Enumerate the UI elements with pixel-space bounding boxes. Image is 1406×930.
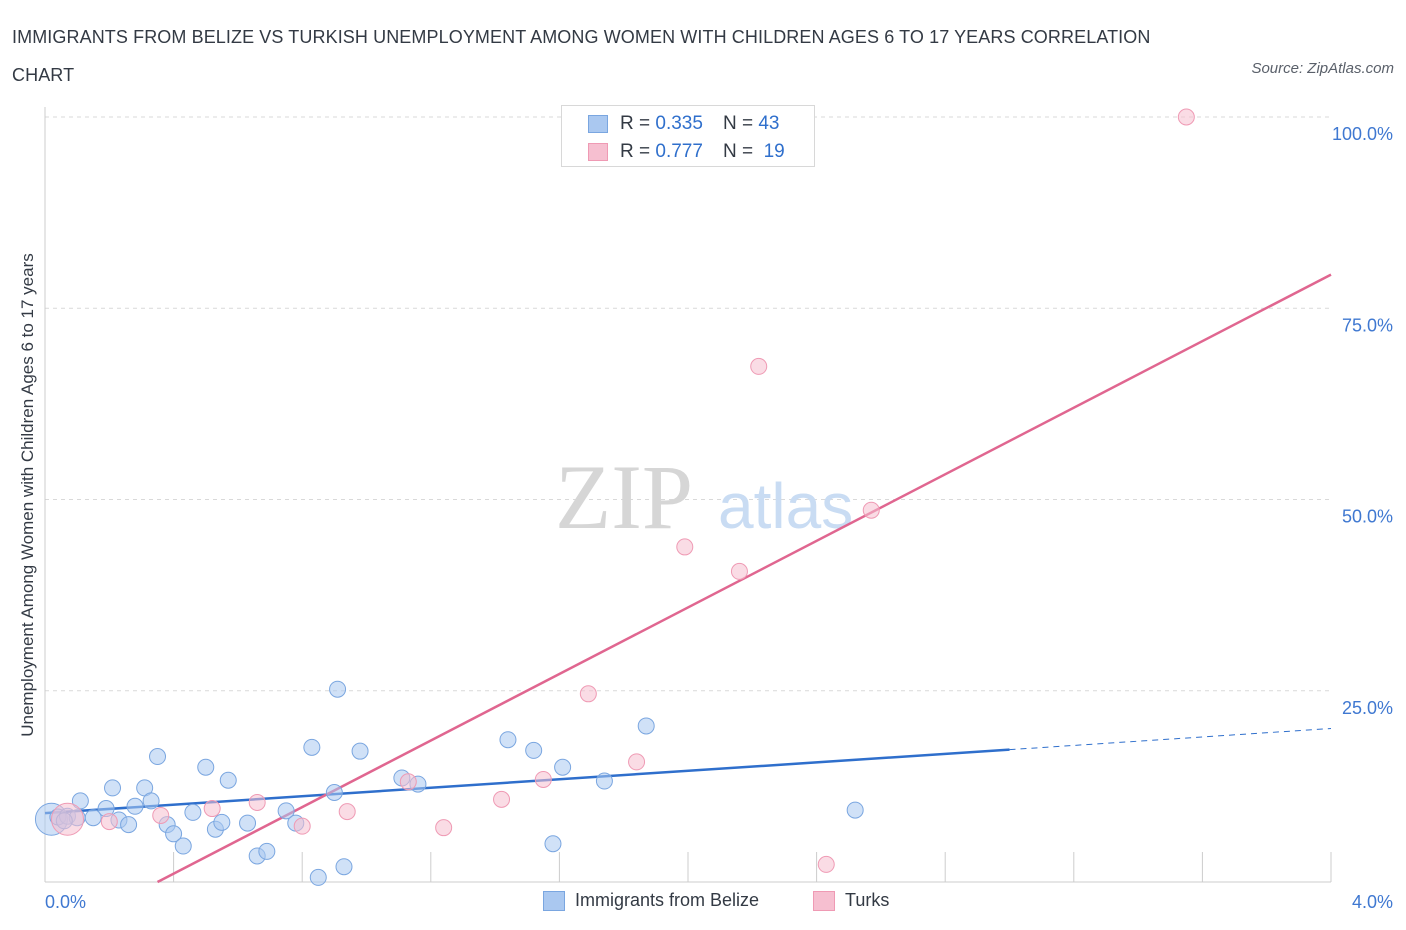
trend-line-belize-extension [1009,727,1332,751]
point-belize [329,680,347,698]
source-label: Source: ZipAtlas.com [1251,60,1394,77]
y-axis-label: Unemployment Among Women with Children A… [18,253,37,737]
y-tick-label: 25.0% [1342,698,1393,718]
point-turks [676,538,694,556]
point-turks [579,685,597,703]
point-turks [435,819,453,837]
axes [44,107,1332,883]
trend-line-belize [44,748,1010,815]
point-turks [1177,108,1195,126]
y-tick-label: 75.0% [1342,315,1393,335]
bottom-legend-turks: Turks [813,890,889,911]
point-belize [126,797,144,815]
point-belize [335,858,353,876]
data-points [34,108,1195,886]
grid-lines [45,116,1331,692]
point-belize [142,792,160,810]
point-turks [817,855,835,873]
point-belize [174,837,192,855]
point-belize [219,771,237,789]
bottom-legend-label-belize: Immigrants from Belize [575,890,760,910]
legend-n-label: N = [722,113,754,134]
y-tick-label: 100.0% [1332,124,1393,144]
legend-r-label: R = [620,113,651,134]
point-turks [862,501,880,519]
point-belize [149,748,167,766]
point-turks [51,802,85,836]
point-belize [303,738,321,756]
point-turks [338,803,356,821]
point-belize [165,825,183,843]
point-turks [293,817,311,835]
tick-labels: 25.0% 50.0% 75.0% 100.0% 0.0% 4.0% [45,124,1393,912]
legend-swatch-belize [588,115,608,133]
point-turks [493,790,511,808]
point-turks [100,813,118,831]
chart-title: IMMIGRANTS FROM BELIZE VS TURKISH UNEMPL… [12,27,1151,85]
point-belize [104,779,122,797]
legend-n-value-turks: 19 [763,141,785,162]
legend-r-value-belize: 0.335 [655,113,703,134]
point-belize [258,842,276,860]
legend-row-turks: R = 0.777 N = 19 [588,140,785,164]
point-belize [351,742,369,760]
point-belize [309,868,327,886]
point-turks [203,800,221,818]
point-belize [325,783,343,801]
point-turks [399,773,417,791]
point-turks [248,793,266,811]
point-belize [184,803,202,821]
legend-box: R = 0.335 N = 43 R = 0.777 N = 19 [561,105,815,167]
point-belize [84,809,102,827]
point-belize [846,801,864,819]
legend-n-label: N = [722,141,754,162]
legend-swatch-turks [588,143,608,161]
point-belize [71,792,89,810]
point-turks [534,770,552,788]
trend-lines [44,273,1332,884]
watermark: ZIP atlas [555,446,853,548]
legend-n-value-belize: 43 [758,113,780,134]
x-tick-label: 0.0% [45,892,86,912]
point-turks [152,806,170,824]
legend-r-label: R = [620,141,651,162]
bottom-legend-swatch-turks [813,890,835,911]
bottom-legend-belize: Immigrants from Belize [543,890,759,911]
point-belize [239,814,257,832]
legend-r-value-turks: 0.777 [655,141,703,162]
point-belize [595,772,613,790]
x-tick-label: 4.0% [1352,892,1393,912]
point-turks [730,562,748,580]
bottom-legend-label-turks: Turks [845,890,890,910]
point-belize [637,717,655,735]
point-belize [213,813,231,831]
y-tick-label: 50.0% [1342,507,1393,527]
watermark-atlas: atlas [718,470,853,542]
point-belize [554,758,572,776]
point-belize [499,731,517,749]
point-belize [277,802,295,820]
point-belize [197,758,215,776]
watermark-zip: ZIP [555,446,693,548]
point-belize [525,741,543,759]
legend-row-belize: R = 0.335 N = 43 [588,112,779,136]
point-turks [628,753,646,771]
bottom-legend-swatch-belize [543,890,565,911]
point-belize [120,816,138,834]
point-belize [544,835,562,853]
point-turks [750,357,768,375]
